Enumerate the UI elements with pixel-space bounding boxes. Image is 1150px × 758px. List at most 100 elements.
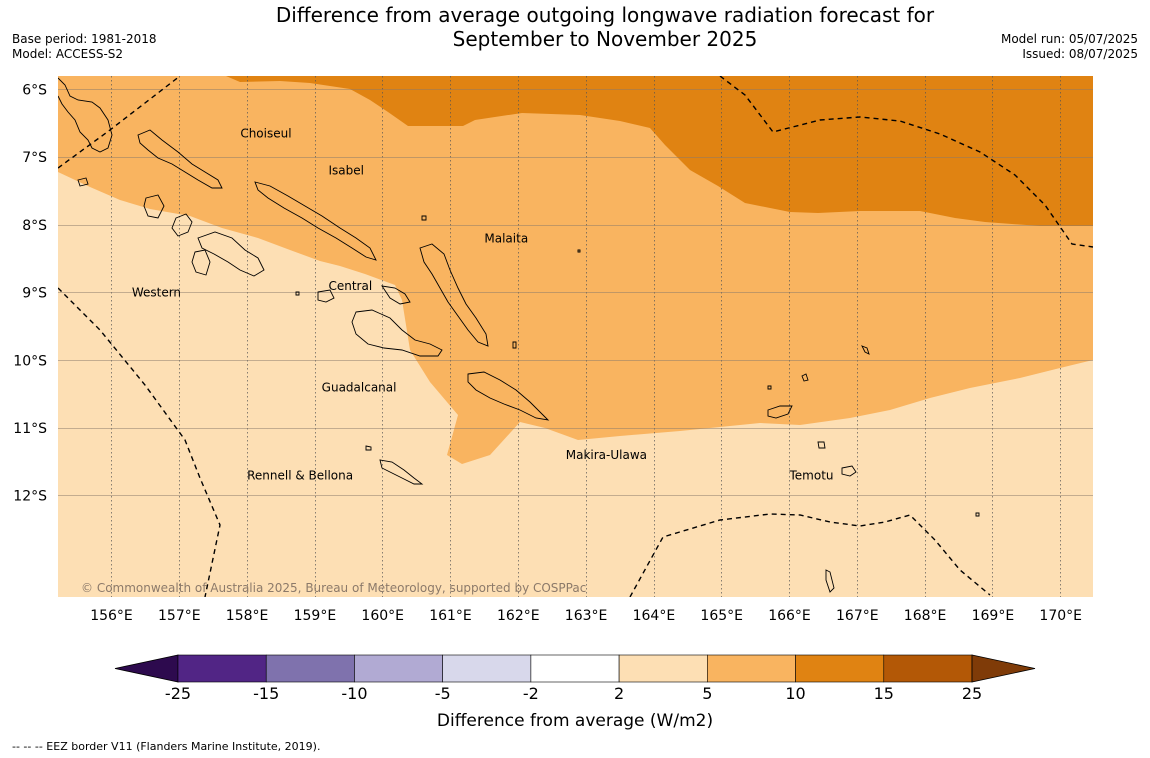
- island-makira: [467, 371, 550, 421]
- lat-tick-label: 11°S: [13, 421, 47, 437]
- parallels: [58, 89, 1093, 496]
- lon-tick-label: 169°E: [972, 608, 1015, 624]
- eez-borders: [58, 76, 1093, 597]
- colorbar-tick-label: 2: [614, 684, 624, 703]
- island-shortlands: [77, 177, 89, 187]
- colorbar: -25 -15 -10 -5 -2 2 5 10 15 25: [114, 654, 1036, 703]
- colorbar-segment: [883, 654, 973, 683]
- island-utupua: [817, 441, 826, 449]
- lon-tick-label: 168°E: [904, 608, 947, 624]
- island-new-georgia: [171, 213, 265, 277]
- lon-tick-label: 162°E: [497, 608, 540, 624]
- island-isabel: [254, 181, 377, 261]
- island-ontong: [421, 215, 427, 221]
- lat-tick-label: 10°S: [13, 353, 47, 369]
- lon-tick-label: 157°E: [158, 608, 201, 624]
- lon-tick-label: 161°E: [429, 608, 472, 624]
- title-line-1: Difference from average outgoing longwav…: [275, 3, 935, 27]
- province-label: Makira-Ulawa: [566, 448, 647, 462]
- chart-title: Difference from average outgoing longwav…: [250, 3, 960, 51]
- colorbar-tick-label: 10: [785, 684, 805, 703]
- band-10-to-15: [226, 76, 1093, 226]
- map-panel: Choiseul Isabel Malaita Western Central Guada…: [58, 76, 1093, 597]
- lon-tick-label: 156°E: [90, 608, 133, 624]
- island-russell: [317, 289, 335, 303]
- colorbar-tick-label: -15: [253, 684, 279, 703]
- island-small-4: [767, 385, 772, 390]
- lat-tick-label: 7°S: [22, 150, 47, 166]
- colorbar-segment: [530, 654, 620, 683]
- eez-border-west: [58, 76, 181, 169]
- lon-tick-label: 164°E: [633, 608, 676, 624]
- lon-tick-label: 163°E: [565, 608, 608, 624]
- coastlines: [58, 77, 980, 593]
- lat-tick-label: 6°S: [22, 83, 47, 99]
- colorbar-tick-label: -25: [165, 684, 191, 703]
- colorbar-tick-label: -2: [523, 684, 539, 703]
- colorbar-segment: [795, 654, 885, 683]
- province-label: Guadalcanal: [322, 380, 397, 394]
- island-small-1: [577, 249, 581, 253]
- lon-tick-label: 158°E: [226, 608, 269, 624]
- colorbar-extend-max: [971, 654, 1036, 683]
- meta-left: Base period: 1981-2018 Model: ACCESS-S2: [12, 32, 157, 62]
- island-small-2: [295, 291, 300, 296]
- latitude-tick-labels: 6°S 7°S 8°S 9°S 10°S 11°S 12°S: [13, 83, 47, 505]
- island-ulawa: [512, 341, 517, 349]
- province-labels: Choiseul Isabel Malaita Western Central Guada…: [132, 127, 834, 483]
- lat-tick-label: 9°S: [22, 286, 47, 302]
- island-rendova: [191, 249, 211, 276]
- colorbar-segment: [618, 654, 708, 683]
- island-malaita: [419, 243, 489, 347]
- base-period-text: Base period: 1981-2018: [12, 32, 157, 46]
- island-small-3: [975, 512, 980, 517]
- lat-tick-label: 8°S: [22, 218, 47, 234]
- colorbar-tick-label: 5: [702, 684, 712, 703]
- model-run-text: Model run: 05/07/2025: [1000, 32, 1138, 46]
- lon-tick-label: 159°E: [294, 608, 337, 624]
- gridlines: [58, 76, 1093, 597]
- colorbar-extend-min: [114, 654, 179, 683]
- colorbar-segment: [354, 654, 443, 683]
- province-label: Temotu: [789, 468, 834, 482]
- meta-right: Model run: 05/07/2025 Issued: 08/07/2025: [1001, 32, 1138, 62]
- island-guadalcanal: [351, 309, 443, 357]
- province-label: Choiseul: [240, 127, 291, 141]
- lon-tick-label: 166°E: [768, 608, 811, 624]
- lon-tick-label: 170°E: [1039, 608, 1082, 624]
- lon-tick-label: 160°E: [361, 608, 404, 624]
- colorbar-tick-label: 15: [874, 684, 894, 703]
- island-florida: [381, 285, 411, 305]
- island-santa-cruz: [767, 405, 793, 419]
- issued-text: Issued: 08/07/2025: [1022, 47, 1138, 61]
- colorbar-tick-label: 25: [962, 684, 982, 703]
- province-label: Isabel: [328, 164, 363, 178]
- island-choiseul: [137, 129, 223, 189]
- island-vella-lavella: [143, 194, 165, 219]
- province-label: Malaita: [484, 231, 528, 245]
- island-bougainville: [58, 77, 113, 153]
- colorbar-title: Difference from average (W/m2): [437, 711, 713, 731]
- island-tikopia: [825, 569, 835, 593]
- island-bellona: [365, 445, 372, 451]
- province-label: Rennell & Bellona: [247, 468, 353, 482]
- title-line-2: September to November 2025: [452, 27, 758, 51]
- lat-tick-label: 12°S: [13, 489, 47, 505]
- colorbar-tick-label: -10: [341, 684, 367, 703]
- eez-border-south: [629, 513, 991, 597]
- model-text: Model: ACCESS-S2: [12, 47, 124, 61]
- longitude-tick-labels: 156°E 157°E 158°E 159°E 160°E 161°E 162°E 163°E…: [90, 608, 1082, 624]
- colorbar-segment: [265, 654, 355, 683]
- meridians: [111, 76, 1061, 597]
- island-duff: [861, 345, 870, 355]
- island-vanikoro: [841, 465, 857, 477]
- eez-footnote: -- -- -- EEZ border V11 (Flanders Marine…: [12, 740, 321, 753]
- province-label: Central: [328, 279, 372, 293]
- lon-tick-label: 167°E: [836, 608, 879, 624]
- eez-border-southwest: [58, 287, 221, 597]
- province-label: Western: [132, 286, 181, 300]
- lon-tick-label: 165°E: [700, 608, 743, 624]
- colorbar-tick-label: -5: [435, 684, 451, 703]
- colorbar-segment: [442, 654, 532, 683]
